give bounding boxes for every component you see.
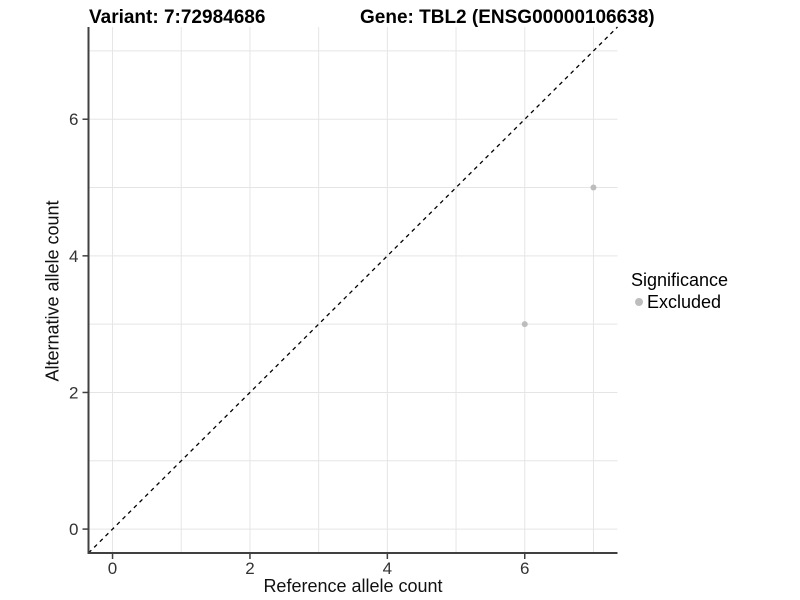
identity-dashed-line	[88, 26, 618, 554]
data-point	[521, 321, 528, 328]
y-tick-label: 2	[69, 383, 78, 402]
x-tick-label: 4	[383, 559, 392, 578]
legend-item-label: Excluded	[647, 292, 722, 312]
y-axis-title: Alternative allele count	[42, 200, 63, 382]
y-tick-label: 0	[69, 520, 78, 539]
y-tick-label: 6	[69, 110, 78, 129]
legend: Significance Excluded	[631, 270, 728, 312]
plot-title-gene: Gene: TBL2 (ENSG00000106638)	[360, 7, 655, 28]
x-axis-title: Reference allele count	[263, 576, 443, 596]
data-point	[590, 184, 597, 191]
x-tick-label: 6	[520, 559, 529, 578]
legend-point-icon	[635, 298, 643, 306]
plot-title-variant: Variant: 7:72984686	[89, 7, 266, 28]
legend-item-excluded: Excluded	[631, 292, 728, 312]
x-tick-label: 0	[108, 559, 117, 578]
y-tick-label: 4	[69, 247, 78, 266]
legend-title: Significance	[631, 270, 729, 290]
x-tick-label: 2	[245, 559, 254, 578]
